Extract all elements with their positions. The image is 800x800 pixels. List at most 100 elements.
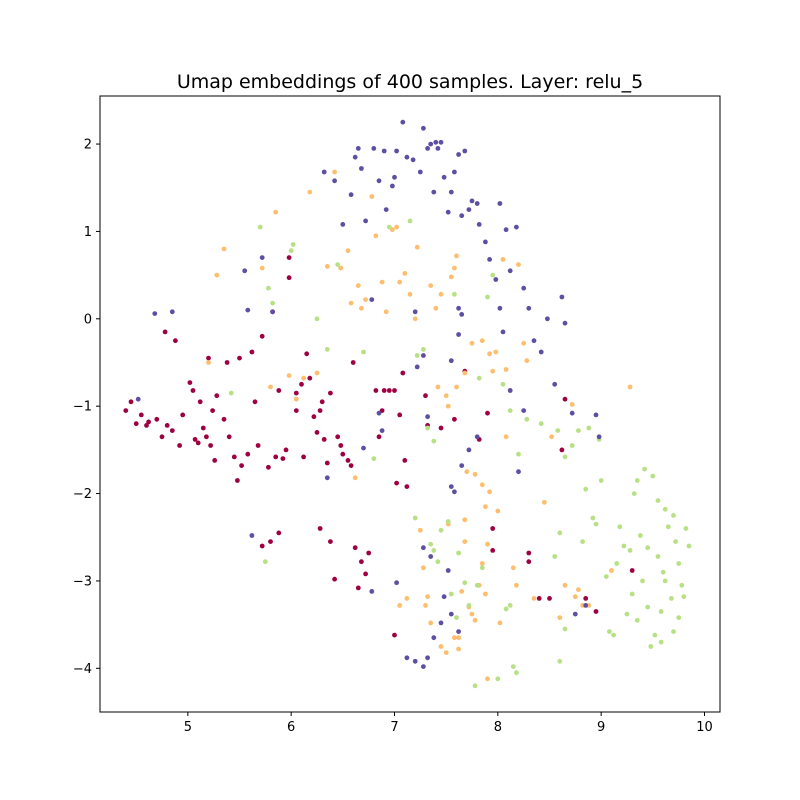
- data-point: [345, 458, 351, 463]
- data-point: [576, 428, 581, 433]
- data-point: [235, 478, 240, 483]
- data-point: [655, 498, 661, 503]
- data-point: [627, 384, 633, 390]
- data-point: [407, 218, 413, 224]
- data-point: [152, 311, 158, 316]
- data-point: [526, 550, 532, 556]
- data-point: [301, 454, 306, 460]
- data-point: [257, 224, 263, 230]
- data-point: [348, 300, 354, 306]
- data-point: [239, 463, 245, 468]
- data-point: [266, 464, 271, 470]
- data-point: [662, 578, 668, 584]
- data-point: [448, 274, 454, 280]
- data-point: [404, 596, 410, 601]
- data-point: [562, 454, 568, 460]
- data-point: [459, 312, 465, 317]
- data-point: [164, 423, 170, 428]
- data-point: [683, 526, 689, 531]
- data-point: [500, 329, 506, 335]
- data-point: [531, 596, 537, 601]
- data-point: [671, 629, 676, 634]
- data-point: [452, 291, 457, 297]
- data-point: [376, 434, 382, 440]
- data-point: [394, 224, 399, 230]
- data-point: [569, 402, 575, 407]
- data-point: [438, 644, 444, 649]
- chart-title: Umap embeddings of 400 samples. Layer: r…: [177, 71, 643, 93]
- data-point: [673, 539, 678, 544]
- data-point: [266, 285, 271, 291]
- data-point: [572, 594, 578, 600]
- data-point: [355, 146, 361, 151]
- data-point: [276, 388, 282, 393]
- data-point: [307, 189, 313, 195]
- data-point: [200, 425, 206, 431]
- data-point: [483, 239, 488, 245]
- data-point: [268, 539, 273, 544]
- data-point: [397, 279, 403, 285]
- data-point: [448, 591, 454, 597]
- data-point: [569, 410, 575, 416]
- y-axis: 2 1 0 −1 −2 −3 −4: [73, 138, 100, 677]
- data-point: [376, 410, 382, 416]
- data-point: [162, 329, 168, 335]
- data-point: [319, 399, 325, 405]
- data-point: [634, 617, 640, 623]
- data-point: [352, 475, 358, 481]
- data-point: [195, 440, 201, 446]
- data-point: [562, 396, 568, 402]
- data-point: [435, 146, 441, 151]
- data-point: [352, 154, 358, 160]
- data-point: [392, 388, 397, 393]
- data-point: [454, 615, 459, 620]
- data-point: [226, 434, 232, 440]
- data-point: [552, 554, 558, 559]
- data-point: [516, 451, 521, 457]
- data-point: [454, 384, 459, 390]
- data-point: [400, 119, 406, 125]
- data-point: [431, 548, 437, 553]
- data-point: [476, 375, 482, 381]
- data-point: [414, 244, 420, 250]
- data-point: [425, 146, 430, 151]
- data-point: [262, 559, 268, 565]
- data-point: [231, 454, 237, 460]
- data-point: [642, 466, 647, 472]
- data-point: [428, 283, 434, 288]
- data-point: [314, 316, 320, 322]
- data-point: [400, 370, 406, 376]
- data-point: [431, 189, 437, 195]
- data-point: [138, 412, 144, 418]
- data-point: [255, 443, 261, 448]
- data-point: [655, 554, 661, 559]
- data-point: [268, 384, 273, 390]
- data-point: [483, 504, 488, 510]
- data-point: [456, 152, 461, 157]
- data-point: [507, 388, 513, 393]
- data-point: [541, 499, 547, 505]
- data-point: [379, 428, 385, 433]
- data-point: [210, 408, 216, 413]
- data-point: [448, 189, 454, 195]
- x-axis: 5 6 7 8 9 10: [184, 712, 713, 735]
- data-point: [421, 353, 426, 358]
- data-point: [456, 635, 461, 641]
- data-point: [452, 635, 457, 641]
- data-point: [493, 277, 499, 282]
- data-point: [524, 416, 530, 422]
- data-point: [381, 388, 387, 393]
- data-point: [286, 275, 292, 281]
- data-point: [521, 285, 527, 291]
- series-class-3: [135, 119, 602, 669]
- data-point: [425, 414, 430, 420]
- data-point: [237, 355, 242, 361]
- data-point: [212, 458, 218, 463]
- data-point: [490, 526, 496, 531]
- data-point: [359, 166, 364, 171]
- data-point: [454, 253, 459, 259]
- data-point: [421, 125, 426, 131]
- data-point: [177, 443, 183, 448]
- data-point: [338, 265, 344, 271]
